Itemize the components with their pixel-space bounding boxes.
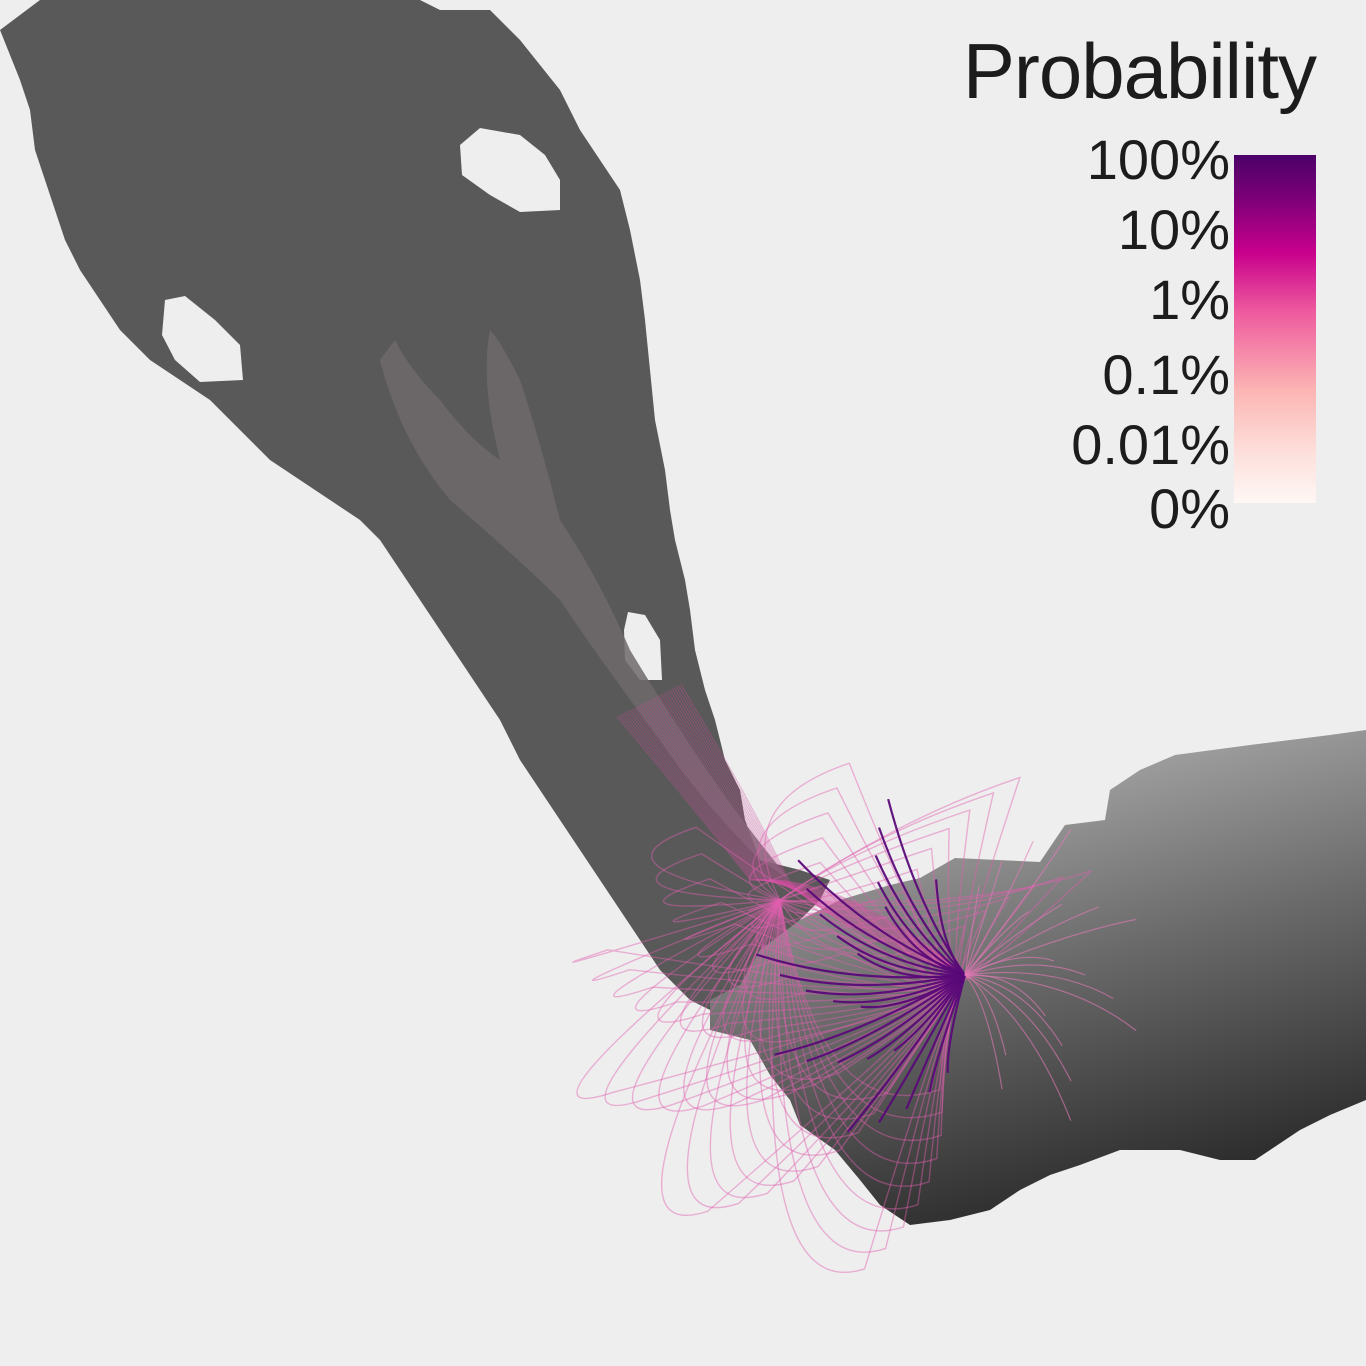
flow-line (964, 906, 1099, 976)
flow-line (964, 974, 1072, 1121)
flow-line-strong (905, 974, 967, 1110)
flow-line-strong (928, 974, 967, 1093)
flow-line (649, 699, 966, 976)
flow-line (661, 899, 966, 1216)
flow-line (729, 899, 966, 1186)
flow-lines (572, 684, 1137, 1274)
flow-line (964, 829, 1072, 976)
flow-line-strong (874, 855, 966, 976)
flow-line (645, 701, 966, 976)
flow-line (667, 690, 966, 976)
flow-line-strong (866, 974, 966, 1060)
flow-line (638, 705, 966, 976)
legend-tick-0-1: 0.1% (1102, 343, 1230, 406)
flow-line (629, 709, 966, 976)
legend-title: Probability (962, 27, 1317, 115)
flow-line (671, 688, 966, 976)
flow-line (634, 899, 966, 1012)
flow-line-strong (837, 974, 966, 1064)
flow-line (964, 910, 1029, 976)
flow-line (697, 899, 966, 986)
flow-line (662, 693, 966, 976)
flow-line (964, 974, 1046, 1017)
flow-line (634, 707, 966, 976)
flow-line (701, 899, 966, 1039)
flow-line (779, 899, 966, 1232)
flow-line-strong (893, 974, 966, 1052)
flow-line (774, 899, 966, 1120)
flow-line (726, 899, 966, 1100)
legend-tick-1: 1% (1149, 268, 1230, 331)
flow-line-strong (856, 952, 966, 979)
flow-line (964, 903, 1063, 976)
flow-line-strong (836, 935, 966, 977)
flow-line (964, 964, 1086, 976)
flow-line-strong (779, 973, 966, 987)
flow-line (651, 698, 966, 976)
flow-line (604, 899, 966, 1107)
flow-line (964, 974, 1003, 1090)
flow-line (620, 713, 966, 976)
flow-line-strong (876, 881, 966, 976)
flow-line-strong (806, 974, 966, 1063)
flow-line (664, 691, 966, 976)
flow-line (777, 899, 966, 1253)
flow-line (964, 974, 1072, 1082)
flow-line-strong (877, 827, 966, 976)
flow-line (640, 704, 966, 976)
flow-line (625, 711, 966, 976)
flow-line (964, 974, 1007, 1056)
flow-line (964, 860, 1003, 976)
flow-line-strong (819, 913, 966, 977)
flow-line-strong (805, 888, 966, 977)
flow-line (669, 689, 966, 976)
flow-line (631, 708, 966, 976)
flow-line (779, 899, 966, 1097)
flow-line (616, 716, 966, 976)
flow-line-strong (935, 879, 966, 976)
legend-colorbar (1234, 155, 1316, 503)
flow-line (647, 700, 966, 976)
flow-line-strong (846, 974, 966, 1133)
stream-plume (380, 330, 790, 880)
flow-line (675, 686, 966, 976)
flow-line-strong (884, 906, 966, 977)
flow-line (964, 886, 980, 976)
legend-tick-0: 0% (1149, 477, 1230, 540)
flow-line (642, 702, 966, 976)
flow-line (964, 841, 1034, 976)
flow-line (779, 776, 1021, 980)
flow-line-strong (805, 973, 966, 996)
legend-tick-100: 100% (1086, 128, 1230, 191)
flow-line (658, 899, 966, 1112)
flow-line (964, 956, 1055, 976)
flow-line (673, 687, 966, 976)
flow-line (686, 899, 966, 1209)
flow-line (623, 712, 966, 976)
flow-line (662, 878, 966, 982)
lower-region (710, 730, 1366, 1225)
flow-line (618, 715, 966, 976)
flow-line (636, 706, 966, 976)
flow-line (742, 899, 966, 1043)
upper-region (0, 0, 830, 1020)
flow-line (964, 971, 1114, 999)
legend-tick-10: 10% (1117, 198, 1230, 261)
flow-line (627, 710, 966, 976)
upper-region-hole (460, 128, 560, 212)
flow-line (591, 899, 966, 990)
upper-region-hole (162, 296, 243, 382)
legend-tick-0-01: 0.01% (1071, 413, 1230, 476)
flow-line (660, 694, 966, 976)
flow-line (964, 974, 1063, 1046)
flow-line-strong (878, 974, 966, 1124)
flow-line-strong (833, 973, 966, 1004)
flow-line-strong (860, 974, 966, 1009)
